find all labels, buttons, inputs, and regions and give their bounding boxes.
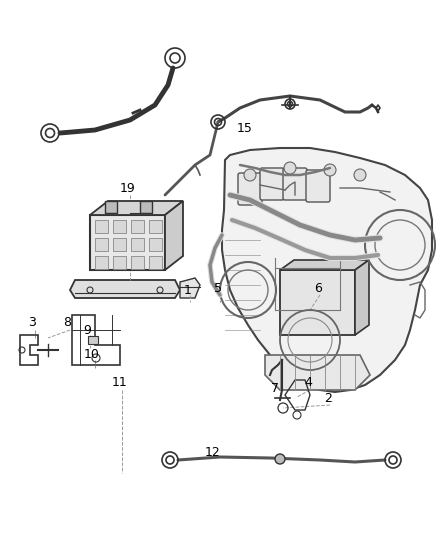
Text: 3: 3 bbox=[28, 317, 36, 329]
Text: 2: 2 bbox=[324, 392, 332, 405]
FancyBboxPatch shape bbox=[95, 238, 108, 251]
Polygon shape bbox=[280, 260, 369, 270]
FancyBboxPatch shape bbox=[149, 238, 162, 251]
Text: 1: 1 bbox=[184, 284, 192, 296]
Text: 8: 8 bbox=[63, 317, 71, 329]
Polygon shape bbox=[222, 148, 432, 392]
FancyBboxPatch shape bbox=[113, 256, 126, 269]
FancyBboxPatch shape bbox=[131, 256, 144, 269]
Text: 11: 11 bbox=[112, 376, 128, 390]
Polygon shape bbox=[165, 201, 183, 270]
FancyBboxPatch shape bbox=[113, 220, 126, 233]
FancyBboxPatch shape bbox=[140, 201, 152, 213]
FancyBboxPatch shape bbox=[105, 201, 117, 213]
Circle shape bbox=[354, 169, 366, 181]
Text: 12: 12 bbox=[205, 447, 221, 459]
FancyBboxPatch shape bbox=[131, 220, 144, 233]
Polygon shape bbox=[90, 201, 183, 215]
FancyBboxPatch shape bbox=[149, 256, 162, 269]
FancyBboxPatch shape bbox=[113, 238, 126, 251]
Text: 6: 6 bbox=[314, 281, 322, 295]
Circle shape bbox=[324, 164, 336, 176]
Text: 10: 10 bbox=[84, 349, 100, 361]
Polygon shape bbox=[180, 278, 200, 298]
Polygon shape bbox=[265, 355, 370, 390]
Text: 19: 19 bbox=[120, 182, 136, 195]
FancyBboxPatch shape bbox=[95, 220, 108, 233]
Polygon shape bbox=[70, 280, 180, 298]
Text: 4: 4 bbox=[304, 376, 312, 390]
Circle shape bbox=[275, 454, 285, 464]
Text: 5: 5 bbox=[214, 281, 222, 295]
Polygon shape bbox=[355, 260, 369, 335]
Text: 9: 9 bbox=[83, 324, 91, 336]
Polygon shape bbox=[90, 215, 165, 270]
FancyBboxPatch shape bbox=[260, 168, 284, 200]
Text: 15: 15 bbox=[237, 122, 253, 134]
FancyBboxPatch shape bbox=[283, 168, 307, 200]
Text: 7: 7 bbox=[271, 382, 279, 394]
FancyBboxPatch shape bbox=[149, 220, 162, 233]
Polygon shape bbox=[280, 270, 355, 335]
FancyBboxPatch shape bbox=[306, 170, 330, 202]
FancyBboxPatch shape bbox=[238, 173, 262, 205]
FancyBboxPatch shape bbox=[95, 256, 108, 269]
Circle shape bbox=[284, 162, 296, 174]
FancyBboxPatch shape bbox=[88, 336, 98, 344]
Circle shape bbox=[244, 169, 256, 181]
FancyBboxPatch shape bbox=[131, 238, 144, 251]
